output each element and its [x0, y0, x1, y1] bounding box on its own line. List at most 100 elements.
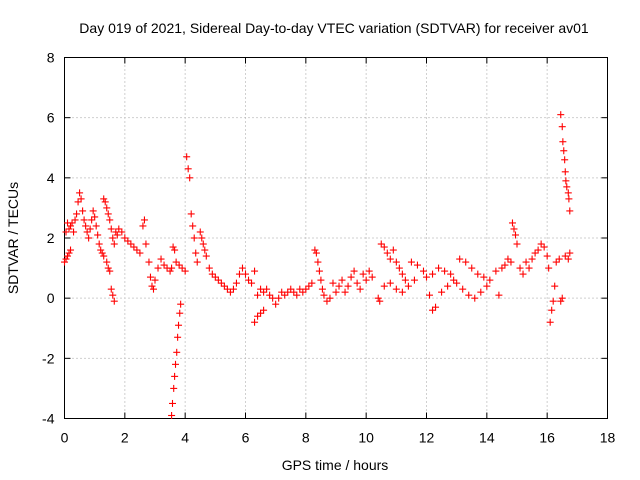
- data-point: [157, 255, 165, 263]
- data-point: [192, 249, 200, 257]
- y-tick-label: -4: [42, 411, 55, 427]
- data-point: [148, 282, 156, 290]
- data-point: [178, 264, 186, 272]
- data-point: [173, 348, 181, 356]
- data-point: [83, 228, 91, 236]
- data-point: [552, 258, 560, 266]
- data-point: [557, 297, 565, 305]
- data-point: [101, 198, 109, 206]
- data-point: [68, 219, 76, 227]
- data-point: [146, 273, 154, 281]
- chart-title: Day 019 of 2021, Sidereal Day-to-day VTE…: [79, 20, 589, 36]
- data-points: [61, 111, 574, 419]
- data-point: [468, 264, 476, 272]
- data-point: [166, 267, 174, 275]
- data-point: [347, 273, 355, 281]
- data-point: [426, 291, 434, 299]
- data-point: [459, 285, 467, 293]
- y-tick-label: 4: [47, 170, 55, 186]
- data-point: [423, 273, 430, 281]
- data-point: [495, 291, 503, 299]
- data-point: [229, 285, 237, 293]
- data-point: [293, 291, 301, 299]
- data-point: [269, 294, 277, 302]
- data-point: [525, 264, 533, 272]
- y-tick-label: -2: [42, 350, 55, 366]
- data-point: [498, 264, 506, 272]
- data-point: [133, 246, 141, 254]
- data-point: [65, 225, 73, 233]
- data-point: [140, 216, 148, 224]
- data-point: [214, 276, 222, 284]
- data-point: [563, 183, 571, 191]
- data-point: [504, 255, 512, 263]
- data-point: [317, 276, 325, 284]
- data-point: [483, 282, 491, 290]
- data-point: [106, 267, 114, 275]
- data-point: [260, 288, 268, 296]
- data-point: [64, 252, 72, 260]
- data-point: [198, 234, 206, 242]
- data-point: [311, 246, 319, 254]
- data-point: [287, 285, 295, 293]
- data-point: [226, 288, 234, 296]
- data-point: [549, 297, 557, 305]
- data-point: [492, 267, 500, 275]
- data-point: [242, 270, 249, 278]
- data-point: [139, 222, 147, 230]
- data-point: [508, 219, 516, 227]
- data-point: [561, 156, 569, 164]
- data-point: [338, 276, 346, 284]
- data-point: [208, 270, 216, 278]
- data-point: [70, 228, 78, 236]
- data-point: [471, 294, 479, 302]
- x-tick-label: 14: [479, 430, 495, 446]
- data-point: [278, 288, 286, 296]
- data-point: [308, 279, 316, 287]
- tick-layer: 0 2 4 6 8 10 12 14 16 18 -4 -2 0 2 4 6 8: [42, 50, 615, 446]
- data-point: [407, 258, 415, 266]
- data-point: [251, 267, 259, 275]
- data-point: [540, 243, 548, 251]
- data-point: [257, 285, 265, 293]
- data-point: [465, 291, 473, 299]
- data-point: [73, 210, 81, 218]
- data-point: [419, 267, 427, 275]
- data-point: [97, 246, 105, 254]
- data-point: [353, 279, 361, 287]
- data-point: [109, 234, 117, 242]
- data-point: [257, 309, 265, 317]
- data-point: [326, 294, 334, 302]
- data-point: [186, 174, 194, 182]
- y-tick-label: 2: [47, 230, 55, 246]
- plot-frame: [64, 57, 608, 419]
- data-point: [383, 249, 391, 257]
- data-point: [251, 318, 259, 326]
- data-point: [103, 258, 111, 266]
- data-point: [477, 288, 485, 296]
- data-point: [312, 249, 320, 257]
- y-tick-label: 8: [47, 50, 55, 66]
- data-point: [89, 207, 97, 215]
- data-point: [401, 276, 409, 284]
- data-point: [130, 243, 138, 251]
- data-point: [290, 288, 298, 296]
- data-point: [557, 111, 565, 119]
- data-point: [513, 240, 521, 248]
- data-point: [410, 276, 418, 284]
- data-point: [335, 282, 343, 290]
- data-point: [80, 216, 88, 224]
- data-point: [562, 177, 570, 185]
- data-point: [314, 258, 322, 266]
- data-point: [559, 138, 567, 146]
- data-point: [169, 243, 177, 251]
- data-point: [551, 282, 559, 290]
- data-point: [88, 216, 96, 224]
- data-point: [545, 264, 553, 272]
- data-point: [362, 276, 370, 284]
- data-point: [435, 264, 443, 272]
- data-point: [389, 246, 397, 254]
- data-point: [171, 372, 179, 380]
- data-point: [447, 270, 455, 278]
- data-point: [238, 264, 246, 272]
